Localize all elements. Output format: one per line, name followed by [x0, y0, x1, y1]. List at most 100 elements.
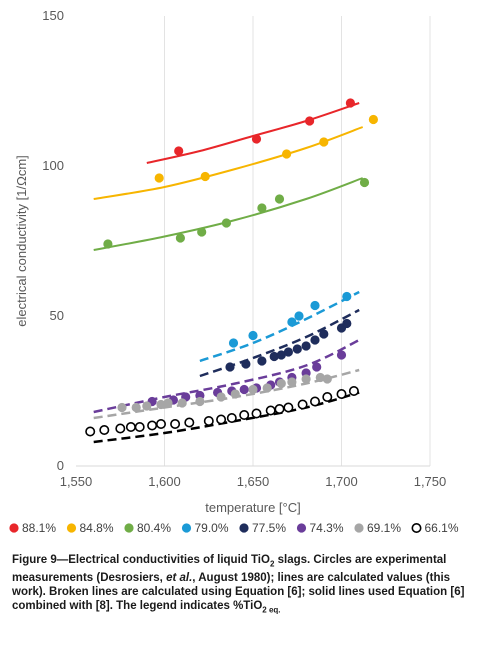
- data-point: [292, 344, 302, 354]
- data-point: [225, 362, 235, 372]
- data-point: [294, 311, 304, 321]
- data-point: [257, 356, 267, 366]
- data-point: [221, 218, 231, 228]
- legend-marker: [411, 522, 422, 533]
- data-point: [297, 399, 308, 410]
- data-point: [197, 227, 207, 237]
- data-point: [283, 347, 293, 357]
- data-point: [265, 405, 276, 416]
- data-point: [170, 418, 181, 429]
- data-point: [230, 389, 240, 399]
- data-point: [177, 398, 187, 408]
- data-point: [322, 391, 333, 402]
- data-point: [131, 402, 141, 413]
- solid-model-line: [93, 177, 364, 251]
- data-point: [301, 341, 311, 351]
- data-point: [103, 239, 113, 249]
- y-tick-label: 50: [50, 308, 64, 323]
- dashed-model-line: [93, 338, 360, 414]
- data-point: [276, 378, 286, 389]
- data-point: [281, 149, 292, 159]
- data-point: [154, 173, 164, 183]
- data-point: [239, 409, 250, 420]
- legend-marker: [66, 523, 77, 533]
- data-point: [283, 402, 294, 413]
- data-point: [257, 203, 267, 213]
- data-point: [310, 335, 320, 345]
- data-point: [251, 408, 262, 419]
- data-point: [301, 374, 311, 384]
- data-point: [216, 392, 226, 402]
- legend-label: 69.1%: [367, 521, 401, 535]
- data-point: [336, 388, 347, 399]
- data-point: [319, 329, 329, 339]
- x-tick-label: 1,700: [325, 474, 358, 489]
- chart: 1,550 1,600 1,650 1,700 1,750 0 50 100 150 tempe…: [9, 8, 459, 535]
- data-point: [175, 233, 185, 243]
- legend-marker: [124, 523, 134, 533]
- legend: 88.1% 84.8% 80.4% 79.0% 77.5% 74.3% 69.1% 66.1%: [9, 521, 459, 535]
- y-axis-title: electrical conductivity [1/Ωcm]: [14, 155, 29, 327]
- x-tick-label: 1,650: [237, 474, 270, 489]
- legend-label: 66.1%: [425, 521, 459, 535]
- legend-marker: [354, 523, 364, 533]
- legend-marker: [239, 523, 249, 533]
- data-point: [336, 350, 347, 360]
- data-point: [203, 415, 214, 426]
- y-tick-label: 150: [42, 8, 64, 23]
- data-point: [174, 146, 184, 156]
- x-tick-label: 1,750: [414, 474, 447, 489]
- data-point: [99, 424, 110, 435]
- data-point: [274, 194, 285, 204]
- data-point: [195, 396, 205, 407]
- data-point: [147, 420, 158, 431]
- legend-label: 79.0%: [195, 521, 229, 535]
- data-point: [163, 398, 173, 408]
- data-point: [228, 338, 239, 348]
- data-point: [184, 417, 195, 428]
- data-point: [304, 116, 315, 126]
- legend-marker: [9, 523, 19, 533]
- data-point: [345, 98, 355, 108]
- data-point: [319, 137, 329, 147]
- data-point: [322, 374, 332, 384]
- data-point: [115, 423, 126, 434]
- data-point: [200, 171, 210, 182]
- data-point: [142, 401, 152, 411]
- data-points: [85, 98, 378, 437]
- data-point: [312, 362, 322, 372]
- data-point: [248, 330, 258, 341]
- legend-label: 84.8%: [80, 521, 114, 535]
- data-point: [287, 377, 297, 387]
- tick-labels: 1,550 1,600 1,650 1,700 1,750 0 50 100 150: [42, 8, 446, 489]
- legend-marker: [181, 523, 192, 533]
- legend-label: 80.4%: [137, 521, 171, 535]
- legend-label: 77.5%: [252, 521, 286, 535]
- data-point: [309, 396, 320, 407]
- data-point: [156, 418, 167, 429]
- data-point: [241, 359, 251, 369]
- data-point: [368, 114, 378, 125]
- data-point: [117, 402, 127, 413]
- y-tick-label: 0: [57, 458, 64, 473]
- legend-marker: [296, 523, 307, 533]
- y-tick-label: 100: [42, 158, 64, 173]
- data-point: [134, 421, 145, 432]
- data-point: [342, 291, 352, 302]
- data-point: [310, 300, 320, 311]
- data-point: [287, 317, 297, 327]
- x-tick-label: 1,550: [60, 474, 93, 489]
- x-tick-label: 1,600: [148, 474, 181, 489]
- data-point: [216, 414, 227, 425]
- data-point: [359, 177, 370, 188]
- data-point: [342, 318, 352, 329]
- legend-label: 88.1%: [22, 521, 56, 535]
- data-point: [85, 426, 96, 437]
- data-point: [251, 134, 262, 144]
- data-point: [239, 384, 249, 395]
- dashed-model-line: [199, 290, 360, 363]
- data-point: [274, 403, 285, 414]
- figure-caption: Figure 9—Electrical conductivities of li…: [12, 554, 465, 615]
- data-point: [348, 385, 359, 396]
- data-point: [262, 383, 272, 393]
